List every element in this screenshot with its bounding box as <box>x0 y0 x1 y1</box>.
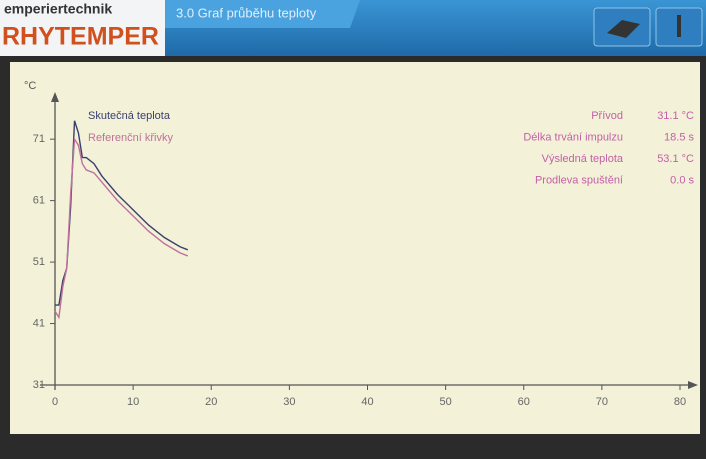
tab-title: 3.0 Graf průběhu teploty <box>176 5 317 20</box>
info-label: Výsledná teplota <box>542 153 624 165</box>
y-tick-label: 61 <box>33 195 45 207</box>
y-tick-label: 71 <box>33 133 45 145</box>
info-icon <box>677 15 681 37</box>
x-tick-label: 60 <box>518 396 530 408</box>
legend-entry: Skutečná teplota <box>88 110 171 122</box>
info-label: Délka trvání impulzu <box>523 131 623 143</box>
info-value: 31.1 °C <box>657 110 694 122</box>
y-axis-label: °C <box>24 80 36 92</box>
info-value: 0.0 s <box>670 174 694 186</box>
y-tick-label: 51 <box>33 256 45 268</box>
info-value: 18.5 s <box>664 131 694 143</box>
y-tick-label: 41 <box>33 317 45 329</box>
x-tick-label: 70 <box>596 396 608 408</box>
brand-top: emperiertechnik <box>4 1 112 17</box>
screen: emperiertechnik RHYTEMPER 3.0 Graf průbě… <box>0 0 706 459</box>
x-tick-label: 40 <box>361 396 373 408</box>
x-tick-label: 80 <box>674 396 686 408</box>
x-tick-label: 20 <box>205 396 217 408</box>
brand: RHYTEMPER <box>2 23 159 51</box>
x-tick-label: 0 <box>52 396 58 408</box>
y-tick-label: 31 <box>33 379 45 391</box>
info-value: 53.1 °C <box>657 153 694 165</box>
info-label: Přívod <box>591 110 623 122</box>
legend-entry: Referenční křivky <box>88 132 173 144</box>
info-label: Prodleva spuštění <box>535 174 623 186</box>
x-tick-label: 10 <box>127 396 139 408</box>
x-tick-label: 50 <box>440 396 452 408</box>
x-tick-label: 30 <box>283 396 295 408</box>
